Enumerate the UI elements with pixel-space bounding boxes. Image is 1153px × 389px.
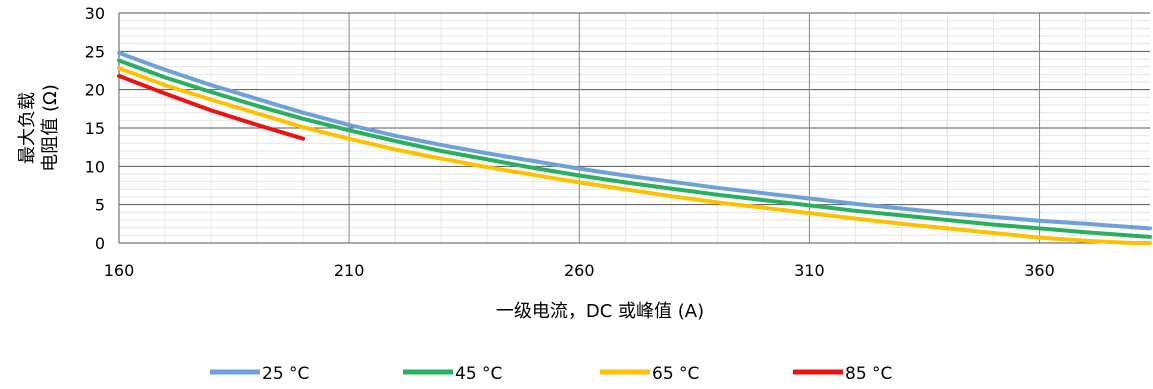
y-tick-label: 5 [95, 196, 105, 215]
series-line-4 [117, 73, 306, 141]
series-line-2 [117, 58, 1152, 239]
major-gridlines [119, 12, 1150, 244]
x-tick-label: 360 [1024, 261, 1055, 280]
legend-label: 45 °C [455, 364, 502, 384]
y-axis-title-line-1: 最大负载 [17, 92, 38, 164]
x-axis-title: 一级电流，DC 或峰值 (A) [496, 301, 704, 322]
legend-label: 85 °C [845, 364, 892, 384]
x-tick-label: 210 [334, 261, 365, 280]
y-tick-label: 10 [85, 157, 105, 176]
y-tick-label: 25 [85, 42, 105, 61]
x-tick-label: 260 [564, 261, 595, 280]
x-tick-labels: 160 210 260 310 360 [104, 261, 1055, 280]
y-tick-label: 15 [85, 119, 105, 138]
legend-label: 65 °C [652, 364, 699, 384]
y-axis-title-line-2: 电阻值 (Ω) [40, 84, 61, 172]
x-tick-label: 160 [104, 261, 135, 280]
y-tick-label: 30 [85, 4, 105, 23]
y-tick-label: 20 [85, 81, 105, 100]
y-tick-labels: 0 5 10 15 20 25 30 [85, 4, 105, 253]
y-axis-title: 最大负载 电阻值 (Ω) [17, 84, 61, 172]
series-line-1 [117, 50, 1152, 231]
legend-label: 25 °C [262, 364, 309, 384]
y-tick-label: 0 [95, 234, 105, 253]
series-line-3 [117, 66, 1152, 245]
data-series [117, 50, 1152, 245]
legend: 25 °C 45 °C 65 °C 85 °C [210, 364, 892, 384]
x-tick-label: 310 [794, 261, 825, 280]
